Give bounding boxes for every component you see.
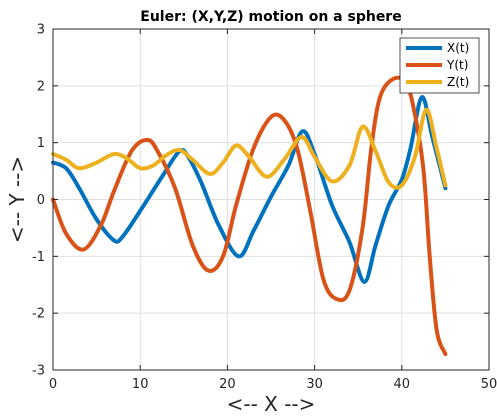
tick-labels: 0 10 20 30 40 50 -3 -2 -1 0 1 2 3 — [32, 23, 497, 393]
legend-label-z-t: Z(t) — [447, 75, 469, 89]
y-axis-label: <-- Y --> — [5, 156, 29, 243]
legend-label-y-t: Y(t) — [446, 58, 468, 72]
series-line-z-t — [51, 107, 448, 190]
y-tick-label: 0 — [37, 193, 45, 208]
x-tick-label: 0 — [49, 377, 57, 392]
x-tick-label: 10 — [132, 377, 149, 392]
y-tick-label: 3 — [37, 23, 45, 38]
chart-title: Euler: (X,Y,Z) motion on a sphere — [140, 9, 401, 25]
y-tick-label: 1 — [37, 136, 45, 151]
axis-ticks — [52, 28, 490, 371]
legend-items: X(t) Y(t) Z(t) — [406, 41, 469, 89]
series-line-x-t — [51, 95, 448, 284]
y-tick-label: 2 — [37, 79, 45, 94]
x-axis-label: <-- X --> — [227, 392, 316, 416]
legend: X(t) Y(t) Z(t) — [399, 37, 480, 94]
legend-label-x-t: X(t) — [447, 41, 469, 55]
x-tick-label: 40 — [394, 377, 411, 392]
y-tick-label: -1 — [32, 250, 45, 265]
y-tick-label: -3 — [32, 364, 45, 379]
x-tick-label: 20 — [219, 377, 236, 392]
x-tick-label: 30 — [306, 377, 323, 392]
x-tick-label: 50 — [481, 377, 497, 392]
y-tick-label: -2 — [32, 307, 45, 322]
